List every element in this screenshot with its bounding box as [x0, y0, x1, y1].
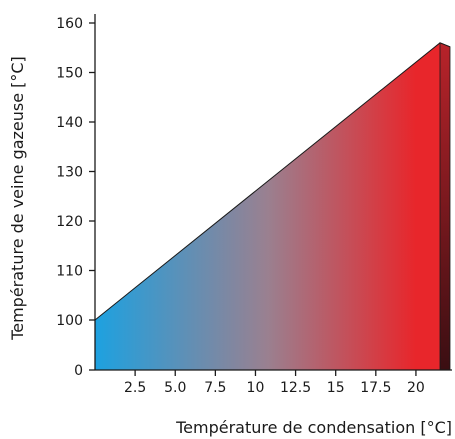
y-tick-label: 100 — [56, 313, 83, 329]
y-tick-label: 120 — [56, 214, 83, 230]
y-axis-title: Température de veine gazeuse [°C] — [8, 56, 27, 341]
x-tick-label: 5.0 — [164, 380, 186, 396]
x-tick-label: 2.5 — [124, 380, 146, 396]
x-tick-label: 15 — [327, 380, 345, 396]
x-tick-label: 7.5 — [204, 380, 226, 396]
y-tick-label: 140 — [56, 115, 83, 131]
area-fill — [95, 42, 440, 371]
y-tick-label: 160 — [56, 16, 83, 32]
y-tick-label: 130 — [56, 165, 83, 181]
x-tick-label: 20 — [407, 380, 425, 396]
x-axis-ticks: 2.5 5.0 7.5 10 12.5 15 17.5 20 — [124, 370, 425, 396]
x-tick-label: 12.5 — [280, 380, 311, 396]
y-tick-label: 110 — [56, 264, 83, 280]
y-tick-label: 150 — [56, 66, 83, 82]
x-axis-title: Température de condensation [°C] — [175, 418, 452, 437]
y-tick-label: 0 — [74, 363, 83, 379]
x-tick-label: 17.5 — [360, 380, 391, 396]
area-side-face — [439, 42, 451, 371]
plot-area — [94, 42, 451, 371]
x-tick-label: 10 — [247, 380, 265, 396]
series-line — [94, 42, 451, 321]
y-axis-ticks: 0 100 110 120 130 140 150 160 — [56, 16, 95, 379]
